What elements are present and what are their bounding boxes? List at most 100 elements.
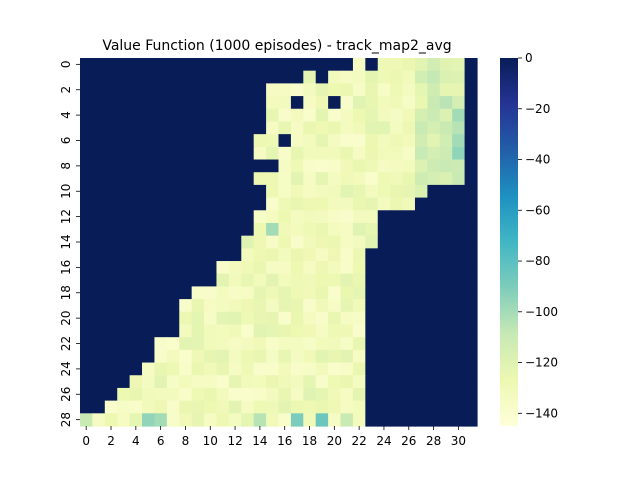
heatmap-cell	[390, 134, 404, 148]
heatmap-cell	[241, 299, 255, 313]
heatmap-cell	[228, 210, 242, 224]
heatmap-cell	[402, 400, 416, 414]
heatmap-cell	[427, 197, 441, 211]
heatmap-cell	[117, 387, 131, 402]
heatmap-cell	[340, 299, 354, 313]
heatmap-cell	[377, 108, 391, 123]
heatmap-cell	[352, 413, 366, 427]
heatmap-cell	[129, 58, 143, 72]
heatmap-cell	[92, 248, 106, 262]
heatmap-cell	[179, 210, 193, 224]
heatmap-cell	[92, 58, 106, 72]
heatmap-cell	[241, 235, 255, 249]
heatmap-cell	[439, 96, 453, 110]
heatmap-cell	[142, 324, 156, 338]
heatmap-cell	[204, 311, 218, 326]
heatmap-cell	[328, 108, 342, 123]
heatmap-cell	[352, 261, 366, 275]
heatmap-cell	[166, 96, 180, 110]
heatmap-cell	[365, 222, 379, 237]
heatmap-cell	[117, 349, 131, 364]
heatmap-cell	[439, 349, 453, 364]
heatmap-cell	[427, 58, 441, 72]
heatmap-cell	[377, 159, 391, 173]
heatmap-cell	[204, 146, 218, 161]
heatmap-cell	[377, 261, 391, 275]
heatmap-cell	[92, 324, 106, 338]
heatmap-cell	[452, 235, 466, 249]
heatmap-cell	[464, 108, 478, 123]
heatmap-cell	[414, 184, 428, 199]
heatmap-cell	[241, 261, 255, 275]
heatmap-cell	[241, 146, 255, 161]
heatmap-cell	[365, 83, 379, 97]
heatmap-cell	[303, 58, 317, 72]
heatmap-cell	[204, 248, 218, 262]
heatmap-cell	[80, 210, 94, 224]
heatmap-cell	[266, 413, 280, 427]
heatmap-cell	[204, 235, 218, 249]
heatmap-cell	[154, 159, 168, 173]
heatmap-cell	[80, 337, 94, 351]
heatmap-cell	[179, 70, 193, 84]
heatmap-cell	[414, 172, 428, 186]
heatmap-cell	[402, 96, 416, 110]
heatmap-cell	[241, 83, 255, 97]
heatmap-cell	[266, 235, 280, 249]
heatmap-cell	[179, 311, 193, 326]
heatmap-cell	[241, 362, 255, 376]
heatmap-cell	[402, 337, 416, 351]
heatmap-cell	[216, 108, 230, 123]
heatmap-cell	[117, 134, 131, 148]
heatmap-cell	[390, 261, 404, 275]
heatmap-cell	[216, 375, 230, 389]
heatmap-cell	[340, 146, 354, 161]
heatmap-cell	[166, 197, 180, 211]
heatmap-cell	[166, 159, 180, 173]
heatmap-cell	[452, 222, 466, 237]
heatmap-cell	[340, 222, 354, 237]
heatmap-cell	[216, 222, 230, 237]
heatmap-cell	[452, 83, 466, 97]
heatmap-cell	[365, 159, 379, 173]
heatmap-cell	[439, 387, 453, 402]
heatmap-cell	[290, 387, 304, 402]
heatmap-cell	[142, 70, 156, 84]
heatmap-cell	[427, 387, 441, 402]
heatmap-cell	[315, 184, 329, 199]
heatmap-cell	[290, 134, 304, 148]
heatmap-cell	[315, 261, 329, 275]
heatmap-cell	[352, 184, 366, 199]
heatmap-cell	[253, 349, 267, 364]
heatmap-cell	[266, 286, 280, 300]
heatmap-cell	[315, 58, 329, 72]
heatmap-cell	[303, 324, 317, 338]
heatmap-cell	[216, 261, 230, 275]
heatmap-cell	[228, 108, 242, 123]
heatmap-cell	[365, 96, 379, 110]
heatmap-cell	[377, 83, 391, 97]
heatmap-cell	[377, 172, 391, 186]
heatmap-cell	[191, 248, 205, 262]
heatmap-cell	[427, 349, 441, 364]
heatmap-cell	[117, 70, 131, 84]
heatmap-cell	[352, 210, 366, 224]
heatmap-cell	[253, 273, 267, 288]
heatmap-cell	[204, 121, 218, 135]
heatmap-cell	[191, 121, 205, 135]
heatmap-cell	[340, 324, 354, 338]
heatmap-cell	[278, 362, 292, 376]
heatmap-cell	[204, 70, 218, 84]
heatmap-cell	[452, 159, 466, 173]
heatmap-cell	[253, 83, 267, 97]
heatmap-cell	[80, 311, 94, 326]
heatmap-cell	[80, 400, 94, 414]
heatmap-cell	[204, 349, 218, 364]
heatmap-cell	[427, 134, 441, 148]
heatmap-cell	[253, 96, 267, 110]
heatmap-cell	[352, 134, 366, 148]
heatmap-cell	[80, 159, 94, 173]
y-tick-label: 26	[59, 387, 73, 402]
heatmap-cell	[104, 197, 118, 211]
